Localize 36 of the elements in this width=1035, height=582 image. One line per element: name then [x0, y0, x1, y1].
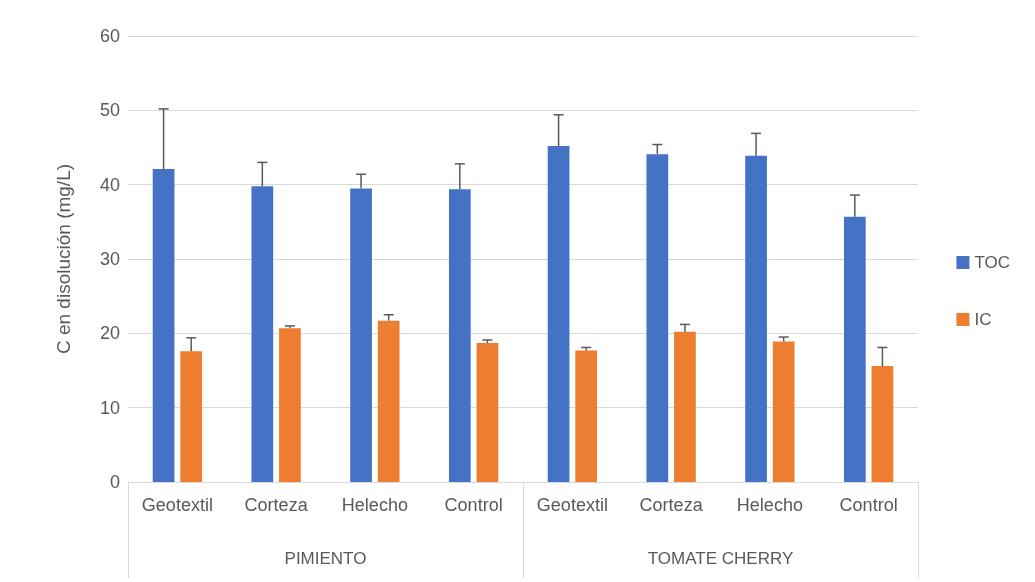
- bar: [843, 216, 866, 482]
- bar: [745, 155, 767, 482]
- x-tick-label: Corteza: [639, 495, 704, 515]
- y-tick-label: 50: [99, 100, 120, 121]
- bar: [152, 169, 175, 482]
- x-tick-label: Corteza: [244, 495, 309, 515]
- y-tick-label: 40: [99, 174, 120, 195]
- y-tick-label: 60: [99, 26, 120, 46]
- text: TOMATE CHERRY: [647, 549, 794, 568]
- bar: [772, 341, 795, 482]
- bar: [871, 366, 894, 482]
- bar: [547, 146, 570, 482]
- bar: [674, 331, 696, 482]
- x-tick-label: Control: [839, 495, 898, 515]
- x-tick-label: Geotextil: [141, 495, 213, 515]
- y-axis-title: C en disolución (mg/L): [53, 163, 74, 355]
- legend-label: TOC: [974, 253, 1010, 272]
- bar: [575, 350, 598, 482]
- bar: [279, 328, 301, 482]
- x-tick-label: Control: [444, 495, 503, 515]
- y-tick-label: 20: [99, 323, 120, 344]
- x-tick-label: Geotextil: [536, 495, 608, 515]
- bar: [350, 188, 372, 482]
- bar: [476, 343, 499, 482]
- bar: [251, 186, 274, 482]
- bar: [646, 154, 669, 482]
- bar: [377, 320, 400, 482]
- bar: [180, 351, 203, 482]
- y-tick-label: 30: [99, 249, 120, 269]
- legend-label: IC: [974, 310, 992, 329]
- y-tick-label: 10: [99, 397, 120, 418]
- bar: [448, 189, 471, 482]
- y-tick-label: 0: [109, 472, 120, 492]
- x-tick-label: Helecho: [736, 495, 803, 515]
- text: PIMIENTO: [284, 549, 367, 568]
- x-tick-label: Helecho: [341, 495, 408, 515]
